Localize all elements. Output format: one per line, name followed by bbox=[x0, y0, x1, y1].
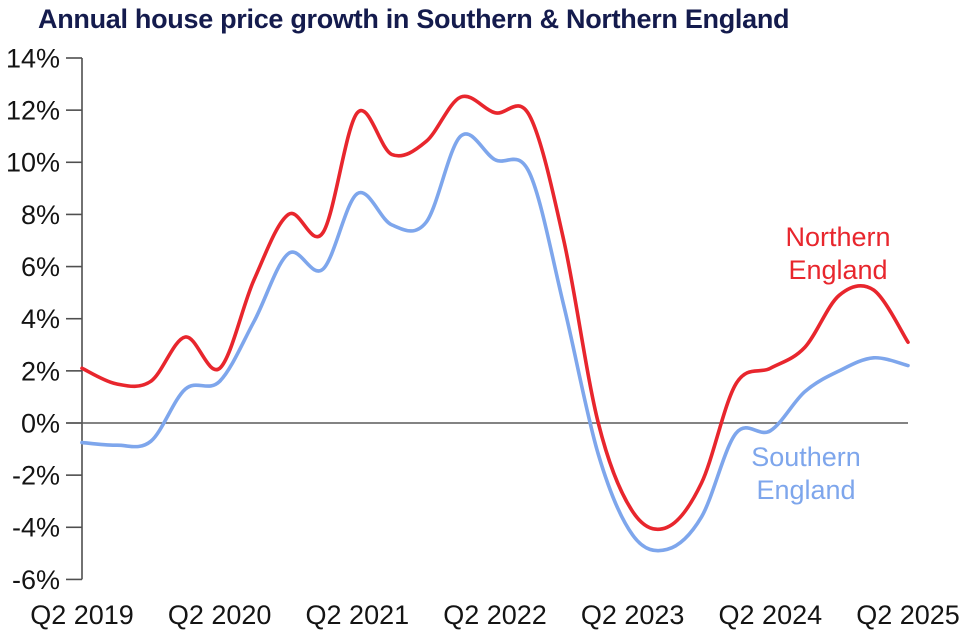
series-label-southern-line1: Southern bbox=[751, 442, 861, 472]
y-axis-label: 0% bbox=[21, 408, 60, 438]
northern-england-line bbox=[80, 94, 910, 532]
x-axis-label: Q2 2020 bbox=[168, 600, 272, 630]
series-label-northern-line1: Northern bbox=[785, 222, 891, 252]
series-label-southern-line2: England bbox=[756, 475, 856, 505]
series-label-northern-line2: England bbox=[788, 255, 888, 285]
y-axis-label: 14% bbox=[6, 43, 60, 73]
x-axis-label: Q2 2025 bbox=[856, 600, 960, 630]
x-axis-label: Q2 2022 bbox=[443, 600, 547, 630]
x-axis-label: Q2 2023 bbox=[581, 600, 685, 630]
y-axis-label: -4% bbox=[12, 513, 60, 543]
x-axis-label: Q2 2019 bbox=[30, 600, 134, 630]
southern-england-line bbox=[80, 132, 910, 553]
y-axis-label: 12% bbox=[6, 96, 60, 126]
chart-title: Annual house price growth in Southern & … bbox=[38, 4, 790, 34]
series-label-southern-england: Southern England bbox=[751, 441, 861, 507]
y-axis-label: 2% bbox=[21, 356, 60, 386]
y-axis-label: 10% bbox=[6, 148, 60, 178]
x-axis-label: Q2 2024 bbox=[719, 600, 823, 630]
x-axis-label: Q2 2021 bbox=[306, 600, 410, 630]
y-axis-label: -2% bbox=[12, 461, 60, 491]
y-axis-label: 6% bbox=[21, 252, 60, 282]
y-axis-label: 4% bbox=[21, 304, 60, 334]
y-axis-label: 8% bbox=[21, 200, 60, 230]
series-label-northern-england: Northern England bbox=[785, 221, 890, 287]
y-axis-label: -6% bbox=[12, 565, 60, 595]
